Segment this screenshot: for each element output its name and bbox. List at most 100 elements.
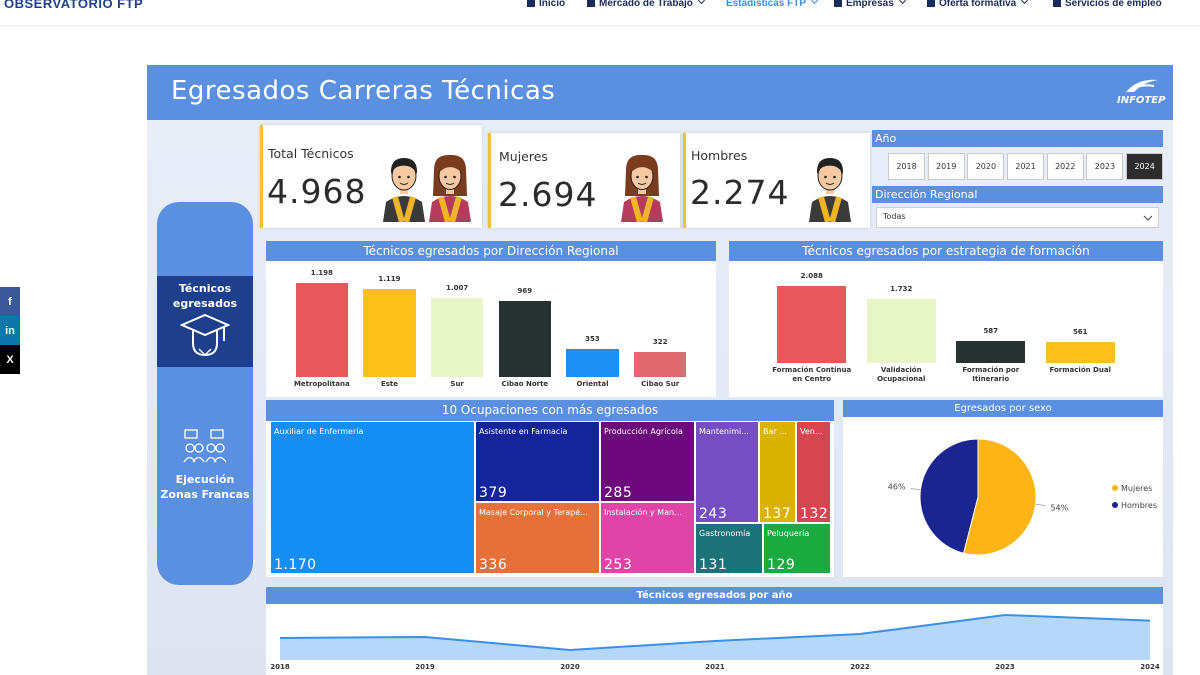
treemap-tile: Gastronomía 131 <box>696 524 762 573</box>
data-label: 587 <box>983 327 999 336</box>
chart-title: Técnicos egresados por estrategia de for… <box>729 241 1163 261</box>
bar <box>498 300 551 377</box>
category-label: Este <box>380 380 398 388</box>
tile-value: 137 <box>763 506 792 522</box>
tile-value: 243 <box>699 506 728 522</box>
chart-title: Técnicos egresados por año <box>266 587 1163 604</box>
treemap-tile: Mantenimi... 243 <box>696 422 758 522</box>
bar <box>1045 342 1115 363</box>
data-label: 1.732 <box>890 285 913 294</box>
bar <box>431 297 484 377</box>
graduate-icon <box>180 313 230 357</box>
year-button[interactable]: 2018 <box>888 153 925 180</box>
tile-label: Peluquería <box>767 529 810 538</box>
bar <box>777 286 847 363</box>
treemap-tile: Bar ... 137 <box>760 422 795 522</box>
year-filter-header: Año <box>872 130 1163 147</box>
data-label: 2.088 <box>800 272 823 280</box>
brand[interactable]: OBSERVATORIO FTP <box>4 0 144 11</box>
tile-value: 132 <box>800 506 829 522</box>
tile-label: Auxiliar de Enfermería <box>274 427 364 436</box>
category-label: Formación Dual <box>1049 366 1111 374</box>
year-button[interactable]: 2019 <box>927 153 965 180</box>
kpi-label: Hombres <box>691 148 748 163</box>
data-label: 322 <box>652 337 668 346</box>
top-nav: OBSERVATORIO FTP Inicio Mercado de Traba… <box>0 0 1200 25</box>
category-label: Cibao Norte <box>501 380 549 388</box>
tile-value: 253 <box>604 557 633 573</box>
category-label: Metropolitana <box>293 380 350 388</box>
avatar-man <box>806 150 856 222</box>
tile-label: Ven... <box>800 427 823 436</box>
data-label: 1.119 <box>378 275 401 284</box>
tile-value: 336 <box>479 557 508 573</box>
bar <box>634 351 687 377</box>
tile-label: Mantenimi... <box>699 427 749 436</box>
social-button[interactable]: f <box>0 287 20 316</box>
chart-panel <box>843 400 1163 577</box>
treemap-tile: Instalación y Man... 253 <box>601 503 694 573</box>
category-label: Cibao Sur <box>641 380 680 388</box>
side-nav-item[interactable]: Técnicos egresados <box>172 282 238 310</box>
nav-item[interactable]: Oferta formativa <box>927 0 1027 9</box>
chevron <box>1143 215 1153 221</box>
kpi-label: Total Técnicos <box>268 146 354 161</box>
tile-label: Bar ... <box>763 427 787 436</box>
side-nav-item[interactable]: Ejecución Zonas Francas <box>160 473 250 501</box>
data-label: 1.198 <box>310 269 333 277</box>
side-nav-selected[interactable] <box>157 276 253 367</box>
region-value: Todas <box>883 212 906 221</box>
bar <box>363 289 416 377</box>
nav-item[interactable]: Estadísticas FTP <box>726 0 817 9</box>
year-button[interactable]: 2021 <box>1007 153 1045 180</box>
year-button[interactable]: 2022 <box>1046 153 1084 180</box>
tile-value: 285 <box>604 485 633 501</box>
year-button[interactable]: 2020 <box>967 153 1005 180</box>
bar <box>295 283 348 377</box>
treemap-tile: Masaje Corporal y Terapé... 336 <box>476 503 599 573</box>
nav-item[interactable]: Servicios de empleo <box>1053 0 1162 9</box>
data-label: 1.007 <box>446 283 469 292</box>
tile-value: 131 <box>699 557 728 573</box>
year-buttons: 2018 2019 2020 2021 2022 2023 2024 <box>888 153 1164 180</box>
zones-icon <box>183 429 227 463</box>
tile-label: Instalación y Man... <box>604 508 682 517</box>
kpi-value: 4.968 <box>267 172 367 211</box>
year-button[interactable]: 2024 <box>1126 153 1164 180</box>
chart-title: 10 Ocupaciones con más egresados <box>266 400 834 421</box>
category-label: Validación Ocupacional <box>877 366 926 383</box>
bar <box>866 299 936 363</box>
tile-value: 1.170 <box>274 557 317 573</box>
category-label: Sur <box>450 380 464 388</box>
category-label: Formación Continua en Centro <box>772 366 852 383</box>
tile-value: 379 <box>479 485 508 501</box>
region-filter-header: Dirección Regional <box>872 186 1163 203</box>
data-label: 561 <box>1072 328 1088 337</box>
region-dropdown[interactable]: Todas <box>876 207 1159 228</box>
nav-item[interactable]: Inicio <box>527 0 565 9</box>
category-label: Formación por Itinerario <box>962 366 1020 383</box>
treemap-tile: Ven... 132 <box>797 422 830 522</box>
avatar-woman <box>618 150 668 222</box>
bar <box>956 341 1026 363</box>
treemap-tile: Auxiliar de Enfermería 1.170 <box>271 422 474 573</box>
nav-item[interactable]: Empresas <box>834 0 905 9</box>
dashboard-title: Egresados Carreras Técnicas <box>171 76 556 106</box>
kpi-value: 2.694 <box>498 175 598 214</box>
tile-label: Masaje Corporal y Terapé... <box>479 508 588 517</box>
tile-label: Producción Agrícola <box>604 427 683 436</box>
treemap-tile: Asistente en Farmacia 379 <box>476 422 599 501</box>
year-button[interactable]: 2023 <box>1086 153 1124 180</box>
chart-title: Técnicos egresados por Dirección Regiona… <box>266 241 716 261</box>
kpi-label: Mujeres <box>499 149 548 164</box>
social-button[interactable]: X <box>0 345 20 374</box>
nav-item[interactable]: Mercado de Trabajo <box>587 0 704 9</box>
chart-title: Egresados por sexo <box>843 400 1163 417</box>
social-button[interactable]: in <box>0 316 20 345</box>
tile-label: Asistente en Farmacia <box>479 427 568 436</box>
tile-value: 129 <box>767 557 796 573</box>
dashboard-header <box>147 65 1173 120</box>
bar <box>566 349 619 377</box>
category-label: Oriental <box>576 380 609 388</box>
